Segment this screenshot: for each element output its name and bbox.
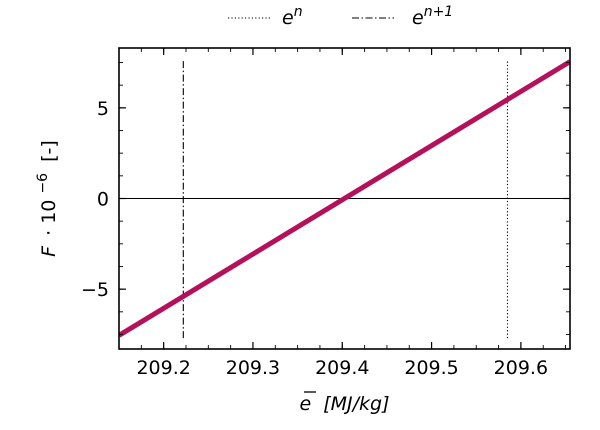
- legend: en en+1: [228, 4, 453, 29]
- x-tick-label: 209.3: [226, 357, 280, 379]
- x-tick-label: 209.2: [136, 357, 190, 379]
- legend-superscript: n+1: [424, 4, 454, 20]
- y-tick-label: 0: [97, 189, 109, 211]
- y-axis-label: F · 10 −6 [-]: [30, 140, 60, 257]
- legend-symbol: e: [282, 7, 294, 29]
- x-tick-label: 209.6: [494, 357, 548, 379]
- plot-area: 209.2 209.3 209.4 209.5 209.6 −5 0 5: [81, 47, 571, 379]
- x-axis-unit: [MJ/kg]: [323, 393, 389, 415]
- y-axis-factor: · 10: [38, 200, 60, 236]
- y-axis-symbol: F: [38, 245, 60, 257]
- x-axis-label: e [MJ/kg]: [299, 393, 389, 415]
- x-tick-label: 209.5: [404, 357, 458, 379]
- legend-superscript: n: [294, 4, 303, 20]
- legend-symbol: e: [412, 7, 424, 29]
- x-axis-symbol: e: [299, 393, 311, 415]
- x-tick-label: 209.4: [315, 357, 369, 379]
- series-line-0: [119, 59, 570, 338]
- y-tick-label: 5: [97, 98, 109, 120]
- y-tick-label: −5: [81, 279, 109, 301]
- legend-label-1: en+1: [412, 4, 453, 29]
- axis-titles: e [MJ/kg] F · 10 −6 [-]: [30, 140, 390, 415]
- legend-label-0: en: [282, 4, 303, 29]
- y-axis-unit: [-]: [38, 140, 60, 162]
- y-axis-exponent: −6: [35, 173, 51, 194]
